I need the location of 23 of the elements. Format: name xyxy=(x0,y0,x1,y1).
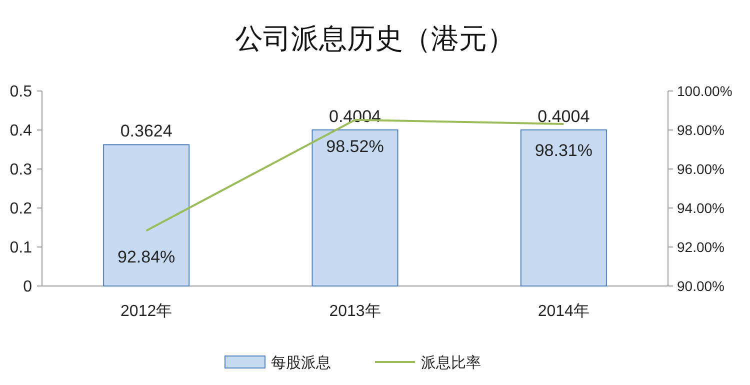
data-label: 98.31% xyxy=(534,140,593,160)
x-tick-label: 2014年 xyxy=(538,303,590,320)
data-label: 98.52% xyxy=(326,136,384,156)
y2-tick-label: 96.00% xyxy=(677,160,724,177)
x-tick-label: 2012年 xyxy=(120,303,172,320)
data-label: 0.4004 xyxy=(538,106,590,126)
y-tick-label: 0.5 xyxy=(10,84,32,101)
y2-tick-label: 100.00% xyxy=(677,82,732,99)
legend-label: 派息比率 xyxy=(421,354,481,372)
data-label: 92.84% xyxy=(117,248,176,267)
data-label: 0.3624 xyxy=(120,122,172,141)
x-tick-label: 2013年 xyxy=(329,303,381,320)
y2-tick-label: 94.00% xyxy=(677,200,724,216)
y-tick-label: 0.4 xyxy=(10,122,32,140)
legend-label: 每股派息 xyxy=(271,354,331,372)
chart-title: 公司派息历史（港元） xyxy=(235,23,515,54)
y-tick-label: 0.1 xyxy=(10,240,32,257)
y-tick-label: 0.2 xyxy=(10,200,32,218)
y2-tick-label: 98.00% xyxy=(677,122,724,138)
y-tick-label: 0 xyxy=(23,278,32,296)
y2-tick-label: 92.00% xyxy=(677,238,724,255)
y-tick-label: 0.3 xyxy=(10,162,32,179)
y2-tick-label: 90.00% xyxy=(677,278,724,294)
